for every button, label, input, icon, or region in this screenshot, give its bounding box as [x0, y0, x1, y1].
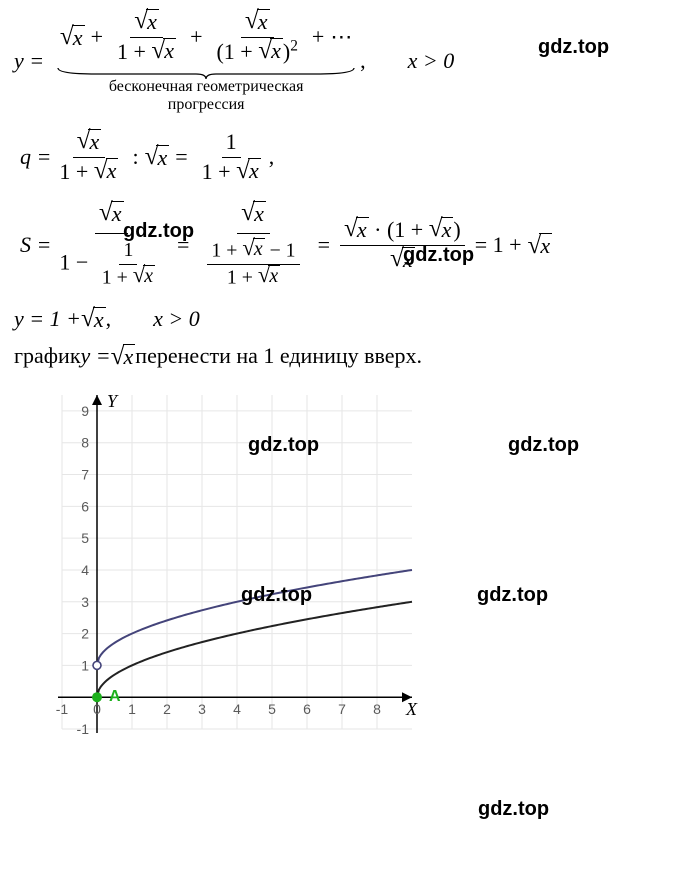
svg-text:9: 9: [81, 403, 89, 419]
svg-text:8: 8: [373, 702, 381, 718]
term2: √x 1 + √x: [113, 8, 180, 66]
svg-text:-1: -1: [77, 721, 90, 737]
svg-text:2: 2: [163, 702, 171, 718]
equation-q: q = √x 1 + √x : √x = 1 1 + √x ,: [20, 128, 661, 186]
svg-text:5: 5: [81, 531, 89, 547]
svg-text:2: 2: [81, 626, 89, 642]
y-equals: y =: [14, 47, 44, 76]
equation-s: S = √x 1 − 1 1 + √x = √x 1 + √x − 1 1 + …: [20, 200, 661, 291]
svg-text:5: 5: [268, 702, 276, 718]
svg-text:1: 1: [128, 702, 136, 718]
svg-text:X: X: [405, 700, 418, 720]
svg-text:7: 7: [338, 702, 346, 718]
svg-text:3: 3: [81, 594, 89, 610]
term3: √x (1 + √x)2: [212, 8, 301, 66]
instruction-text: график y = √x перенести на 1 единицу вве…: [14, 343, 661, 369]
svg-text:7: 7: [81, 467, 89, 483]
svg-text:A: A: [109, 689, 121, 706]
svg-text:0: 0: [93, 702, 101, 718]
watermark-text: gdz.top: [478, 798, 549, 821]
equation-series: y = √x + √x 1 + √x + √x (1 + √x)2 + ⋯: [14, 8, 661, 114]
series-condition: x > 0: [408, 47, 455, 76]
svg-text:-1: -1: [56, 702, 69, 718]
series-underbrace: √x + √x 1 + √x + √x (1 + √x)2 + ⋯ бескон…: [56, 8, 356, 114]
graph-chart: -1012345678-1123456789YXA: [10, 387, 661, 757]
svg-text:8: 8: [81, 435, 89, 451]
svg-text:1: 1: [81, 658, 89, 674]
document-page: y = √x + √x 1 + √x + √x (1 + √x)2 + ⋯: [0, 0, 675, 892]
equation-result: y = 1 + √x, x > 0: [14, 305, 661, 334]
term1: √x: [60, 25, 85, 49]
svg-text:6: 6: [81, 499, 89, 515]
svg-text:4: 4: [233, 702, 241, 718]
svg-text:Y: Y: [107, 391, 119, 411]
svg-text:6: 6: [303, 702, 311, 718]
chart-svg: -1012345678-1123456789YXA: [10, 387, 424, 757]
svg-text:3: 3: [198, 702, 206, 718]
svg-text:4: 4: [81, 562, 89, 578]
brace-caption: бесконечная геометрическая прогрессия: [109, 78, 304, 114]
